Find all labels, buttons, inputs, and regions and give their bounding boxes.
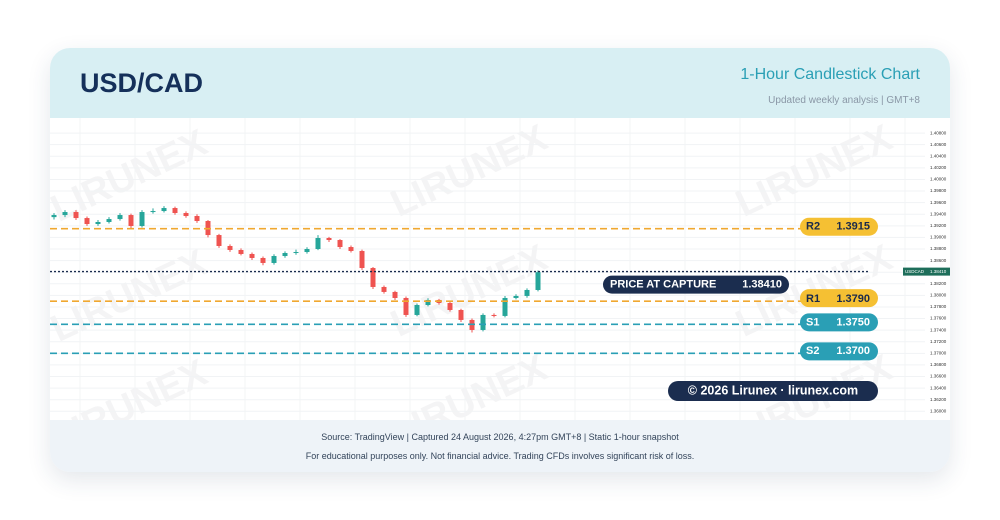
candle-body [249,253,255,258]
level-name: R2 [806,221,820,233]
candle-body [392,291,398,298]
price-label: PRICE AT CAPTURE [610,279,716,291]
candle-body [51,215,57,218]
candle-body [326,237,332,241]
y-tick-label: 1.38000 [930,293,947,298]
y-tick-label: 1.39400 [930,211,947,216]
price-pill [603,275,789,294]
title: USD/CAD [80,68,204,98]
candle-body [139,212,145,226]
candle-body [293,252,299,254]
candle-body [381,286,387,292]
level-name: S1 [806,316,819,328]
candle-body [458,309,464,320]
note: Updated weekly analysis | GMT+8 [768,95,920,106]
candle-body [216,235,222,246]
footer: Source: TradingView | Captured 24 August… [50,420,950,472]
y-tick-label: 1.37000 [930,351,947,356]
candle-body [194,216,200,222]
level-pill [800,313,878,332]
price-tag [903,267,950,276]
level-value: 1.3700 [836,345,870,357]
level-name: R1 [806,293,820,305]
y-tick-label: 1.38200 [930,281,947,286]
copyright-pill [668,381,878,401]
price-value: 1.38410 [742,279,782,291]
candle-body [447,302,453,310]
y-tick-label: 1.39200 [930,223,947,228]
y-tick-label: 1.36400 [930,385,947,390]
level-value: 1.3750 [836,316,870,328]
candle-body [491,314,497,316]
y-tick-label: 1.37600 [930,316,947,321]
y-tick-label: 1.40400 [930,153,947,158]
y-tick-label: 1.40800 [930,130,947,135]
y-tick-label: 1.40200 [930,165,947,170]
y-tick-label: 1.37200 [930,339,947,344]
candle-body [513,295,519,298]
copyright: © 2026 Lirunex · lirunex.com [688,383,858,397]
candle-body [414,304,420,315]
candle-body [282,253,288,257]
candle-body [260,257,266,263]
price-tag-value: 1.38410 [930,269,947,274]
y-tick-label: 1.39600 [930,200,947,205]
level-pill [800,289,878,308]
candle-body [425,299,431,305]
candle-body [315,237,321,250]
watermark: LIRUNEX [730,118,900,225]
price-tag-symbol: USDCAD [905,269,925,274]
y-tick-label: 1.39000 [930,235,947,240]
candle-body [95,221,101,225]
candle-body [227,245,233,250]
y-tick-label: 1.38800 [930,246,947,251]
y-tick-label: 1.40000 [930,177,947,182]
y-tick-label: 1.36800 [930,362,947,367]
y-tick-label: 1.40600 [930,142,947,147]
candle-body [403,297,409,315]
level-value: 1.3790 [836,293,870,305]
candle-body [117,215,123,220]
candle-body [370,268,376,287]
candle-body [106,219,112,222]
candle-body [150,211,156,213]
y-tick-label: 1.36200 [930,397,947,402]
candle-body [359,250,365,269]
candle-body [84,218,90,225]
candle-body [271,256,277,263]
candle-body [62,212,68,216]
y-tick-label: 1.36000 [930,408,947,413]
candle-body [73,212,79,219]
candle-body [128,215,134,226]
candle-body [161,208,167,212]
y-tick-label: 1.37400 [930,327,947,332]
candle-body [502,297,508,316]
candle-body [172,208,178,214]
candle-body [535,272,541,290]
header: USD/CAD 1-Hour Candlestick Chart Updated… [50,48,950,118]
source: Source: TradingView | Captured 24 August… [321,432,679,442]
disclaimer: For educational purposes only. Not finan… [305,451,695,461]
candle-body [304,249,310,253]
candle-body [348,247,354,251]
y-tick-label: 1.37800 [930,304,947,309]
subtitle: 1-Hour Candlestick Chart [740,66,920,83]
level-pill [800,342,878,361]
candle-body [524,289,530,296]
y-tick-label: 1.38600 [930,258,947,263]
candle-body [337,240,343,248]
candle-body [183,213,189,217]
card: USD/CAD 1-Hour Candlestick Chart Updated… [50,48,950,472]
level-pill [800,217,878,236]
y-tick-label: 1.36600 [930,374,947,379]
candle-body [238,249,244,254]
level-name: S2 [806,345,819,357]
candle-body [480,314,486,330]
level-value: 1.3915 [836,221,870,233]
y-tick-label: 1.39800 [930,188,947,193]
